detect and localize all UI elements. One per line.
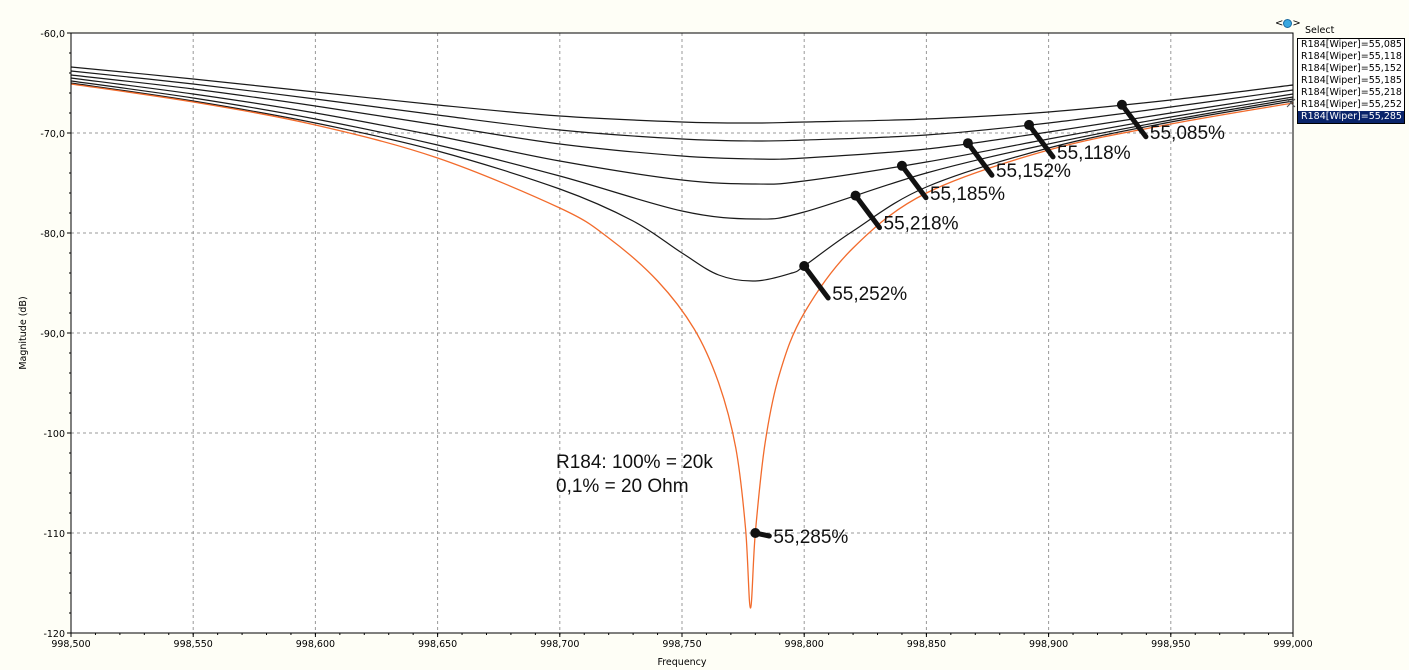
data-label-leader xyxy=(853,193,883,231)
data-label-dot xyxy=(850,190,861,201)
data-label-leader xyxy=(1026,122,1056,160)
chevron-left-icon[interactable]: < xyxy=(1275,18,1284,29)
data-label-leader xyxy=(1119,102,1149,140)
data-label: 55,085% xyxy=(1150,123,1225,144)
y-tick-label: -90,0 xyxy=(40,329,65,340)
chevron-right-icon[interactable]: > xyxy=(1292,18,1301,29)
data-label: 55,118% xyxy=(1057,143,1131,164)
legend-item[interactable]: R184[Wiper]=55,152 xyxy=(1301,63,1402,74)
annotation-line-2: 0,1% = 20 Ohm xyxy=(556,476,689,497)
data-label: 55,218% xyxy=(884,214,959,235)
y-tick-label: -110 xyxy=(43,529,65,540)
legend-item[interactable]: R184[Wiper]=55,252 xyxy=(1301,99,1402,110)
x-tick-label: 998,500 xyxy=(51,639,90,650)
legend-item[interactable]: R184[Wiper]=55,218 xyxy=(1301,87,1402,98)
x-tick-label: 998,750 xyxy=(662,639,701,650)
x-tick-label: 998,800 xyxy=(785,639,824,650)
data-label-dot xyxy=(962,138,973,149)
series-line xyxy=(70,74,1294,160)
data-label-dot xyxy=(1116,99,1127,110)
series-line xyxy=(70,82,1294,282)
legend-title: Select xyxy=(1305,25,1335,36)
y-axis-title: Magnitude (dB) xyxy=(18,296,29,369)
legend-item[interactable]: R184[Wiper]=55,085 xyxy=(1301,39,1402,50)
series-line xyxy=(70,77,1294,185)
legend-handle-icon[interactable] xyxy=(1283,18,1293,28)
data-label: 55,152% xyxy=(996,161,1071,182)
series-line xyxy=(70,70,1294,142)
data-label-markers: 55,085% 55,118%55,152%55,185% 55,218% 55,25… xyxy=(750,99,1225,548)
legend: Select R184[Wiper]=55,085 R184[Wiper]=55… xyxy=(1297,24,1405,124)
x-tick-label: 998,650 xyxy=(418,639,457,650)
x-tick-label: 998,700 xyxy=(540,639,579,650)
x-tick-label: 999,000 xyxy=(1273,639,1312,650)
y-tick-label: -70,0 xyxy=(40,129,65,140)
data-label-leader xyxy=(801,263,831,301)
series-line xyxy=(70,83,1294,609)
annotation-line-1: R184: 100% = 20k xyxy=(556,452,713,473)
series-line xyxy=(70,80,1294,220)
legend-list: R184[Wiper]=55,085 R184[Wiper]=55,118 R1… xyxy=(1297,38,1405,124)
legend-item[interactable]: R184[Wiper]=55,185 xyxy=(1301,75,1402,86)
data-label: 55,185% xyxy=(930,184,1005,205)
data-label-dot xyxy=(750,528,761,538)
data-label-leader xyxy=(965,140,995,178)
axis-ticks: 998,500 998,550 998,600 998,650 998,700 998,7… xyxy=(40,29,1312,650)
cursor-marker-icon[interactable] xyxy=(1286,98,1296,108)
x-tick-label: 998,550 xyxy=(174,639,213,650)
x-tick-label: 998,900 xyxy=(1029,639,1068,650)
data-label-dot xyxy=(896,160,907,171)
data-label: 55,252% xyxy=(832,284,907,305)
legend-item-selected[interactable]: R184[Wiper]=55,285 xyxy=(1298,111,1404,123)
grid xyxy=(71,33,1293,633)
series-line xyxy=(70,66,1294,124)
data-label-dot xyxy=(1024,119,1035,130)
legend-scroll-control[interactable]: < > xyxy=(1275,18,1301,29)
legend-item[interactable]: R184[Wiper]=55,118 xyxy=(1301,51,1402,62)
y-tick-label: -60,0 xyxy=(40,29,65,40)
series-layer xyxy=(70,66,1294,609)
x-tick-label: 998,850 xyxy=(907,639,946,650)
y-tick-label: -120 xyxy=(43,629,65,640)
y-tick-label: -80,0 xyxy=(40,229,65,240)
x-axis-title: Frequency xyxy=(657,657,706,668)
x-tick-label: 998,950 xyxy=(1151,639,1190,650)
data-label: 55,285% xyxy=(773,527,848,548)
y-tick-label: -100 xyxy=(43,429,65,440)
data-label-dot xyxy=(799,261,810,271)
data-label-leader xyxy=(899,163,929,201)
x-tick-label: 998,600 xyxy=(296,639,335,650)
